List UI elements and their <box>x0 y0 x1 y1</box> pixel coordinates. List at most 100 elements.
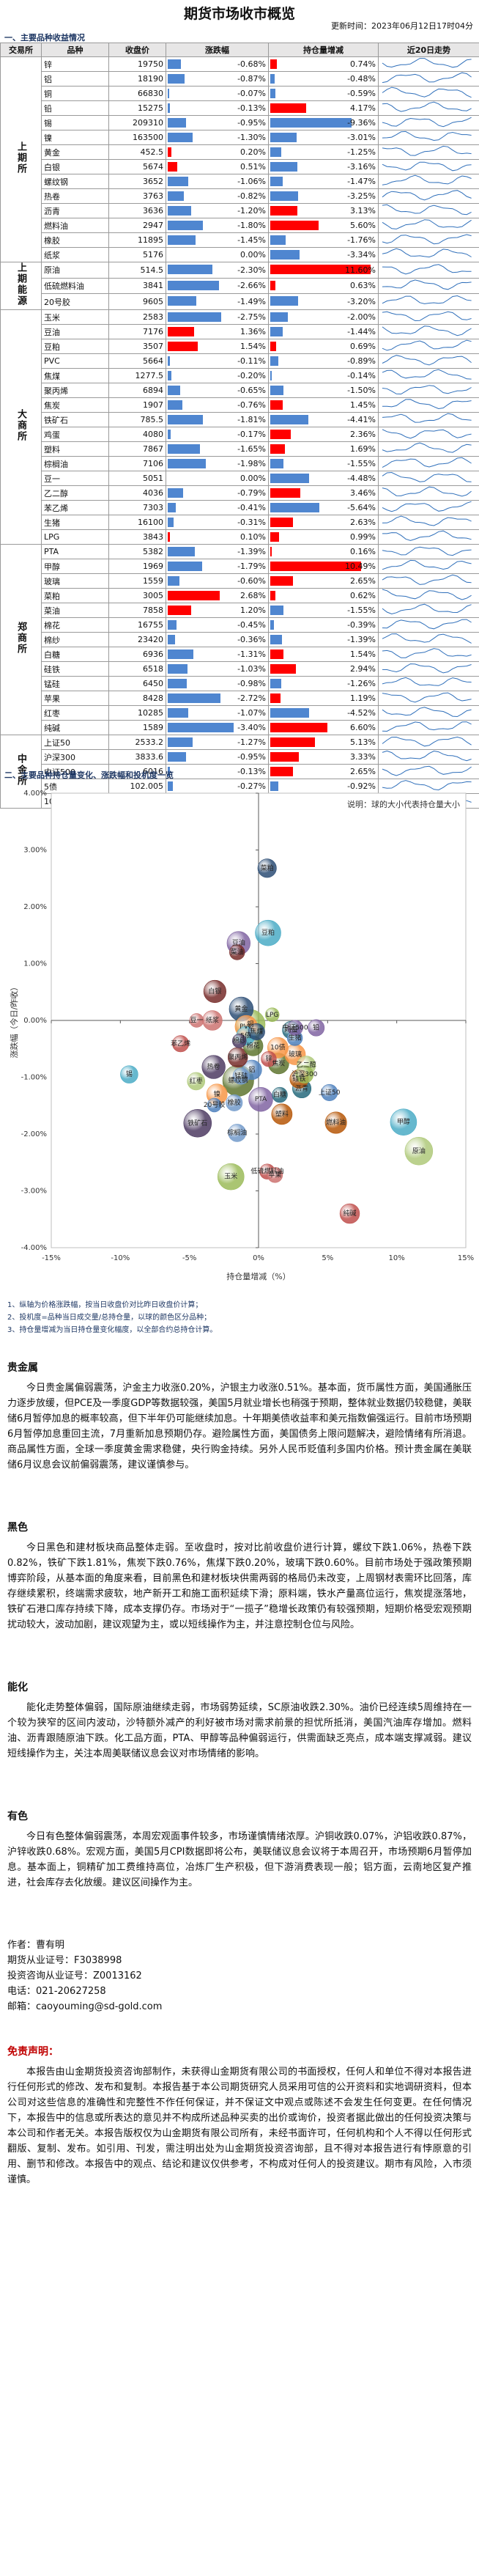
change-bar <box>168 118 187 128</box>
table-row: 玻璃 1559 -0.60% 2.65% <box>1 573 479 589</box>
sparkline <box>382 117 472 128</box>
oi-change-cell: -1.47% <box>268 174 379 189</box>
oi-change-bar <box>270 400 283 410</box>
section-heading: 贵金属 <box>7 1362 38 1374</box>
exchange-label: 中金所 <box>15 754 26 787</box>
oi-change-cell: 0.99% <box>268 529 379 545</box>
section-heading: 有色 <box>7 1811 28 1822</box>
oi-change-label: 6.60% <box>350 723 376 732</box>
author-block: 作者：曹有明 期货从业证号：F3038998 投资咨询从业证号：Z0013162 电话… <box>7 1937 472 2014</box>
trend-cell <box>378 720 479 735</box>
product-name: 苯乙烯 <box>41 500 109 515</box>
close-price: 6518 <box>108 661 166 677</box>
sparkline-box <box>382 399 472 410</box>
bubble <box>226 1094 243 1111</box>
y-tick-label: -1.00% <box>21 1074 47 1082</box>
sparkline-box <box>382 721 472 732</box>
change-bar <box>168 59 181 69</box>
change-bar <box>168 518 174 527</box>
close-price: 5674 <box>108 159 166 174</box>
oi-change-label: -9.36% <box>347 118 376 128</box>
change-label: -0.68% <box>237 59 266 69</box>
close-price: 2947 <box>108 218 166 233</box>
change-cell: -2.66% <box>166 277 269 295</box>
oi-change-cell: -0.48% <box>268 71 379 87</box>
column-header: 近20日走势 <box>378 43 479 57</box>
change-label: -0.45% <box>237 620 266 630</box>
change-label: -0.20% <box>237 371 266 380</box>
table-row: 焦煤 1277.5 -0.20% -0.14% <box>1 368 479 383</box>
chart-note: 说明：球的大小代表持仓量大小 <box>347 799 460 809</box>
sparkline <box>382 161 472 172</box>
close-price: 6936 <box>108 647 166 662</box>
table-row: 郑商所 PTA 5382 -1.39% 0.16% <box>0 544 479 735</box>
change-bar <box>168 752 187 762</box>
sparkline <box>382 429 472 439</box>
sparkline <box>382 721 472 732</box>
oi-change-bar <box>270 312 288 322</box>
oi-change-bar <box>270 693 281 703</box>
change-bar <box>168 415 203 424</box>
table-row: 铅 15275 -0.13% 4.17% <box>1 100 479 116</box>
change-bar <box>168 664 188 674</box>
close-price: 7106 <box>108 456 166 471</box>
table-row: LPG 3843 0.10% 0.99% <box>1 529 479 545</box>
table-row: 棕榈油 7106 -1.98% -1.55% <box>1 456 479 471</box>
table-row: 上期所 锌 19750 -0.68% 0.74% <box>0 56 479 262</box>
change-label: -0.13% <box>237 103 266 113</box>
sparkline-box <box>382 559 472 570</box>
product-name: 菜粕 <box>41 588 109 603</box>
trend-cell <box>378 115 479 130</box>
bubble-label: 橡胶 <box>228 1098 241 1107</box>
sparkline <box>382 174 472 185</box>
oi-change-label: 2.65% <box>350 767 376 776</box>
oi-change-bar <box>270 206 298 216</box>
bubble-label: PVC <box>240 1023 253 1031</box>
change-bar <box>168 296 197 306</box>
exchange-label: 郑商所 <box>15 622 26 655</box>
change-label: -1.27% <box>237 737 266 747</box>
x-axis-title: 持仓量增减（%） <box>226 1271 290 1281</box>
sparkline-box <box>382 295 472 305</box>
close-price: 1559 <box>108 573 166 589</box>
close-price: 3841 <box>108 277 166 295</box>
y-axis-title: 涨跌幅（今日/昨收） <box>9 983 19 1059</box>
trend-cell <box>378 661 479 677</box>
product-name: 豆油 <box>41 324 109 339</box>
oi-change-label: -0.14% <box>347 371 376 380</box>
table-row: 镍 163500 -1.30% -3.01% <box>1 130 479 145</box>
bubble-label: 棉花 <box>247 1041 260 1050</box>
product-name: 上证50 <box>41 735 109 750</box>
chart-notes: 1、纵轴为价格涨跌幅，按当日收盘价对比昨日收盘价计算； 2、投机度=品种当日成交量… <box>7 1299 473 1336</box>
change-cell: -1.27% <box>166 735 269 750</box>
oi-change-cell: -3.34% <box>268 247 379 262</box>
table-row: 豆一 5051 0.00% -4.48% <box>1 471 479 486</box>
table-row: 锰硅 6450 -0.98% -1.26% <box>1 676 479 691</box>
change-cell: 1.54% <box>166 339 269 354</box>
change-bar <box>168 133 193 142</box>
bubble-label: 纸浆 <box>206 1016 219 1025</box>
close-price: 3652 <box>108 174 166 189</box>
trend-cell <box>378 456 479 471</box>
product-name: 橡胶 <box>41 232 109 248</box>
trend-cell <box>378 247 479 262</box>
bubble <box>187 1072 206 1091</box>
trend-cell <box>378 232 479 248</box>
bubble <box>339 1203 360 1224</box>
oi-change-label: -1.55% <box>347 459 376 468</box>
author-line: 投资咨询从业证号：Z0013162 <box>7 1970 142 1981</box>
close-price: 9605 <box>108 293 166 310</box>
close-price: 7867 <box>108 441 166 457</box>
trend-cell <box>378 749 479 765</box>
trend-cell <box>378 71 479 87</box>
change-label: -0.60% <box>237 576 266 586</box>
oi-change-label: 1.19% <box>350 693 376 703</box>
bubble-label: 聚丙烯 <box>228 1053 248 1061</box>
oi-change-bar <box>270 74 275 84</box>
bubble-label: 锰硅 <box>234 1071 248 1080</box>
sparkline <box>382 750 472 762</box>
oi-change-label: 0.69% <box>350 342 376 351</box>
page-title: 期货市场收市概览 <box>183 6 295 22</box>
table-row: 上期能源 原油 514.5 -2.30% 11.60% <box>0 262 479 310</box>
